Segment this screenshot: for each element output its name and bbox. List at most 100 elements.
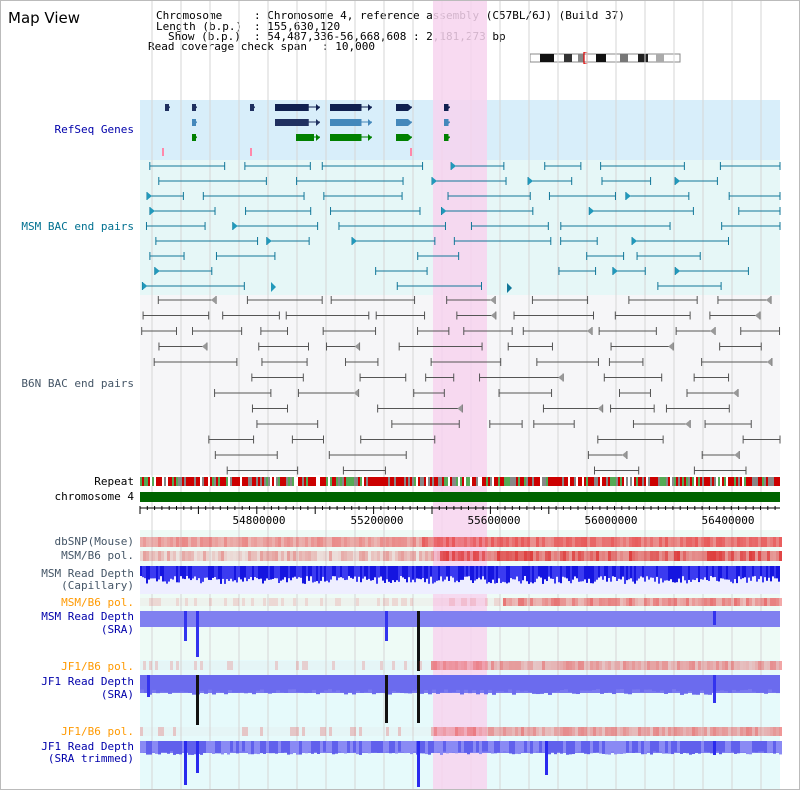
repeat-segment xyxy=(254,477,256,486)
label-jf1-trim[interactable]: JF1 Read Depth xyxy=(41,740,134,753)
msm-pol2-cell xyxy=(530,598,533,606)
jf1-pol-cell xyxy=(152,661,155,670)
msm-bac-arrow xyxy=(352,237,358,245)
chromosome-ideogram[interactable] xyxy=(530,52,682,64)
msm-pol2-cell xyxy=(269,598,272,606)
msm-pol-cell xyxy=(194,551,197,561)
repeat-segment xyxy=(490,477,492,486)
label-dbsnp[interactable]: dbSNP(Mouse) xyxy=(54,535,134,548)
repeat-segment xyxy=(638,477,640,486)
msm-cap-bar xyxy=(400,566,402,577)
jf1-pol2-cell xyxy=(356,727,359,736)
msm-cap-bar xyxy=(272,566,274,579)
jf1-pol2-cell xyxy=(431,727,434,736)
msm-cap-bar xyxy=(508,566,510,583)
repeat-segment xyxy=(582,477,584,486)
repeat-segment xyxy=(510,477,512,486)
label-msm-pol-1[interactable]: MSM/B6 pol. xyxy=(61,549,134,562)
msm-pol2-cell xyxy=(443,598,446,606)
msm-pol-cell xyxy=(248,551,251,561)
label-msm-pol-2[interactable]: MSM/B6 pol. xyxy=(61,596,134,609)
msm-pol2-cell xyxy=(500,598,503,606)
jf1-trim-bar xyxy=(464,741,467,753)
gene-tick xyxy=(410,148,412,156)
repeat-segment xyxy=(158,477,160,486)
label-refseq-genes[interactable]: RefSeq Genes xyxy=(54,123,134,136)
jf1-pol2-cell xyxy=(488,727,491,736)
msm-pol2-cell xyxy=(395,598,398,606)
dbsnp-cell xyxy=(659,537,662,547)
msm-cap-bar xyxy=(502,566,504,582)
msm-cap-bar xyxy=(600,566,602,577)
repeat-segment xyxy=(746,477,748,486)
msm-pol2-cell xyxy=(278,598,281,606)
msm-pol-cell xyxy=(557,551,560,561)
jf1-trim-bar xyxy=(269,741,272,754)
jf1-pol-cell xyxy=(473,661,476,670)
dbsnp-cell xyxy=(686,537,689,547)
jf1-trim-bar xyxy=(644,741,647,755)
jf1-sra-bar xyxy=(428,675,432,695)
jf1-pol-cell xyxy=(680,661,683,670)
axis-tick-label: 56400000 xyxy=(702,514,755,527)
label-jf1-pol-1[interactable]: JF1/B6 pol. xyxy=(61,660,134,673)
jf1-pol-cell xyxy=(665,661,668,670)
gene-arrow xyxy=(193,119,197,126)
jf1-pol-cell xyxy=(635,661,638,670)
msm-sra-spike xyxy=(385,611,388,641)
jf1-pol-cell xyxy=(605,661,608,670)
label-jf1-depth-sra[interactable]: JF1 Read Depth xyxy=(41,675,134,688)
jf1-trim-bar xyxy=(233,741,236,752)
msm-pol-cell xyxy=(245,551,248,561)
repeat-segment xyxy=(214,477,216,486)
repeat-segment xyxy=(328,477,330,486)
dbsnp-cell xyxy=(491,537,494,547)
label-b6n-bac[interactable]: B6N BAC end pairs xyxy=(21,377,134,390)
dbsnp-cell xyxy=(221,537,224,547)
msm-pol-cell xyxy=(641,551,644,561)
msm-pol2-cell xyxy=(428,598,431,606)
jf1-pol-cell xyxy=(182,661,185,670)
msm-cap-bar xyxy=(434,566,436,583)
repeat-segment xyxy=(528,477,530,486)
label-jf1-pol-2[interactable]: JF1/B6 pol. xyxy=(61,725,134,738)
gene-arrow xyxy=(316,104,320,111)
dbsnp-cell xyxy=(506,537,509,547)
msm-cap-bar xyxy=(354,566,356,577)
jf1-sra-bar xyxy=(204,675,208,694)
msm-cap-bar xyxy=(494,566,496,584)
jf1-trim-bar xyxy=(710,741,713,754)
msm-pol2-cell xyxy=(476,598,479,606)
msm-pol2-cell xyxy=(287,598,290,606)
repeat-segment xyxy=(220,477,222,486)
repeat-segment xyxy=(580,477,582,486)
msm-cap-bar xyxy=(704,566,706,578)
dbsnp-cell xyxy=(227,537,230,547)
b6n-bac-arrow xyxy=(586,327,592,335)
label-msm-depth-sra[interactable]: MSM Read Depth xyxy=(41,610,134,623)
gene-arrow xyxy=(368,134,372,141)
jf1-pol2-cell xyxy=(266,727,269,736)
msm-cap-bar xyxy=(488,566,490,583)
label-msm-bac[interactable]: MSM BAC end pairs xyxy=(21,220,134,233)
jf1-pol2-cell xyxy=(452,727,455,736)
msm-pol-cell xyxy=(158,551,161,561)
jf1-pol-cell xyxy=(521,661,524,670)
jf1-pol-cell xyxy=(572,661,575,670)
repeat-segment xyxy=(354,477,356,486)
msm-cap-bar xyxy=(392,566,394,581)
jf1-trim-bar xyxy=(605,741,608,755)
repeat-segment xyxy=(744,477,746,486)
jf1-pol2-cell xyxy=(509,727,512,736)
msm-pol-cell xyxy=(164,551,167,561)
label-msm-depth-cap[interactable]: MSM Read Depth xyxy=(41,567,134,580)
msm-pol-cell xyxy=(668,551,671,561)
jf1-pol-cell xyxy=(398,661,401,670)
msm-cap-bar xyxy=(330,566,332,580)
msm-pol-cell xyxy=(503,551,506,561)
msm-pol-cell xyxy=(662,551,665,561)
jf1-pol-cell xyxy=(542,661,545,670)
jf1-sra-bar xyxy=(756,675,760,693)
repeat-segment xyxy=(654,477,656,486)
